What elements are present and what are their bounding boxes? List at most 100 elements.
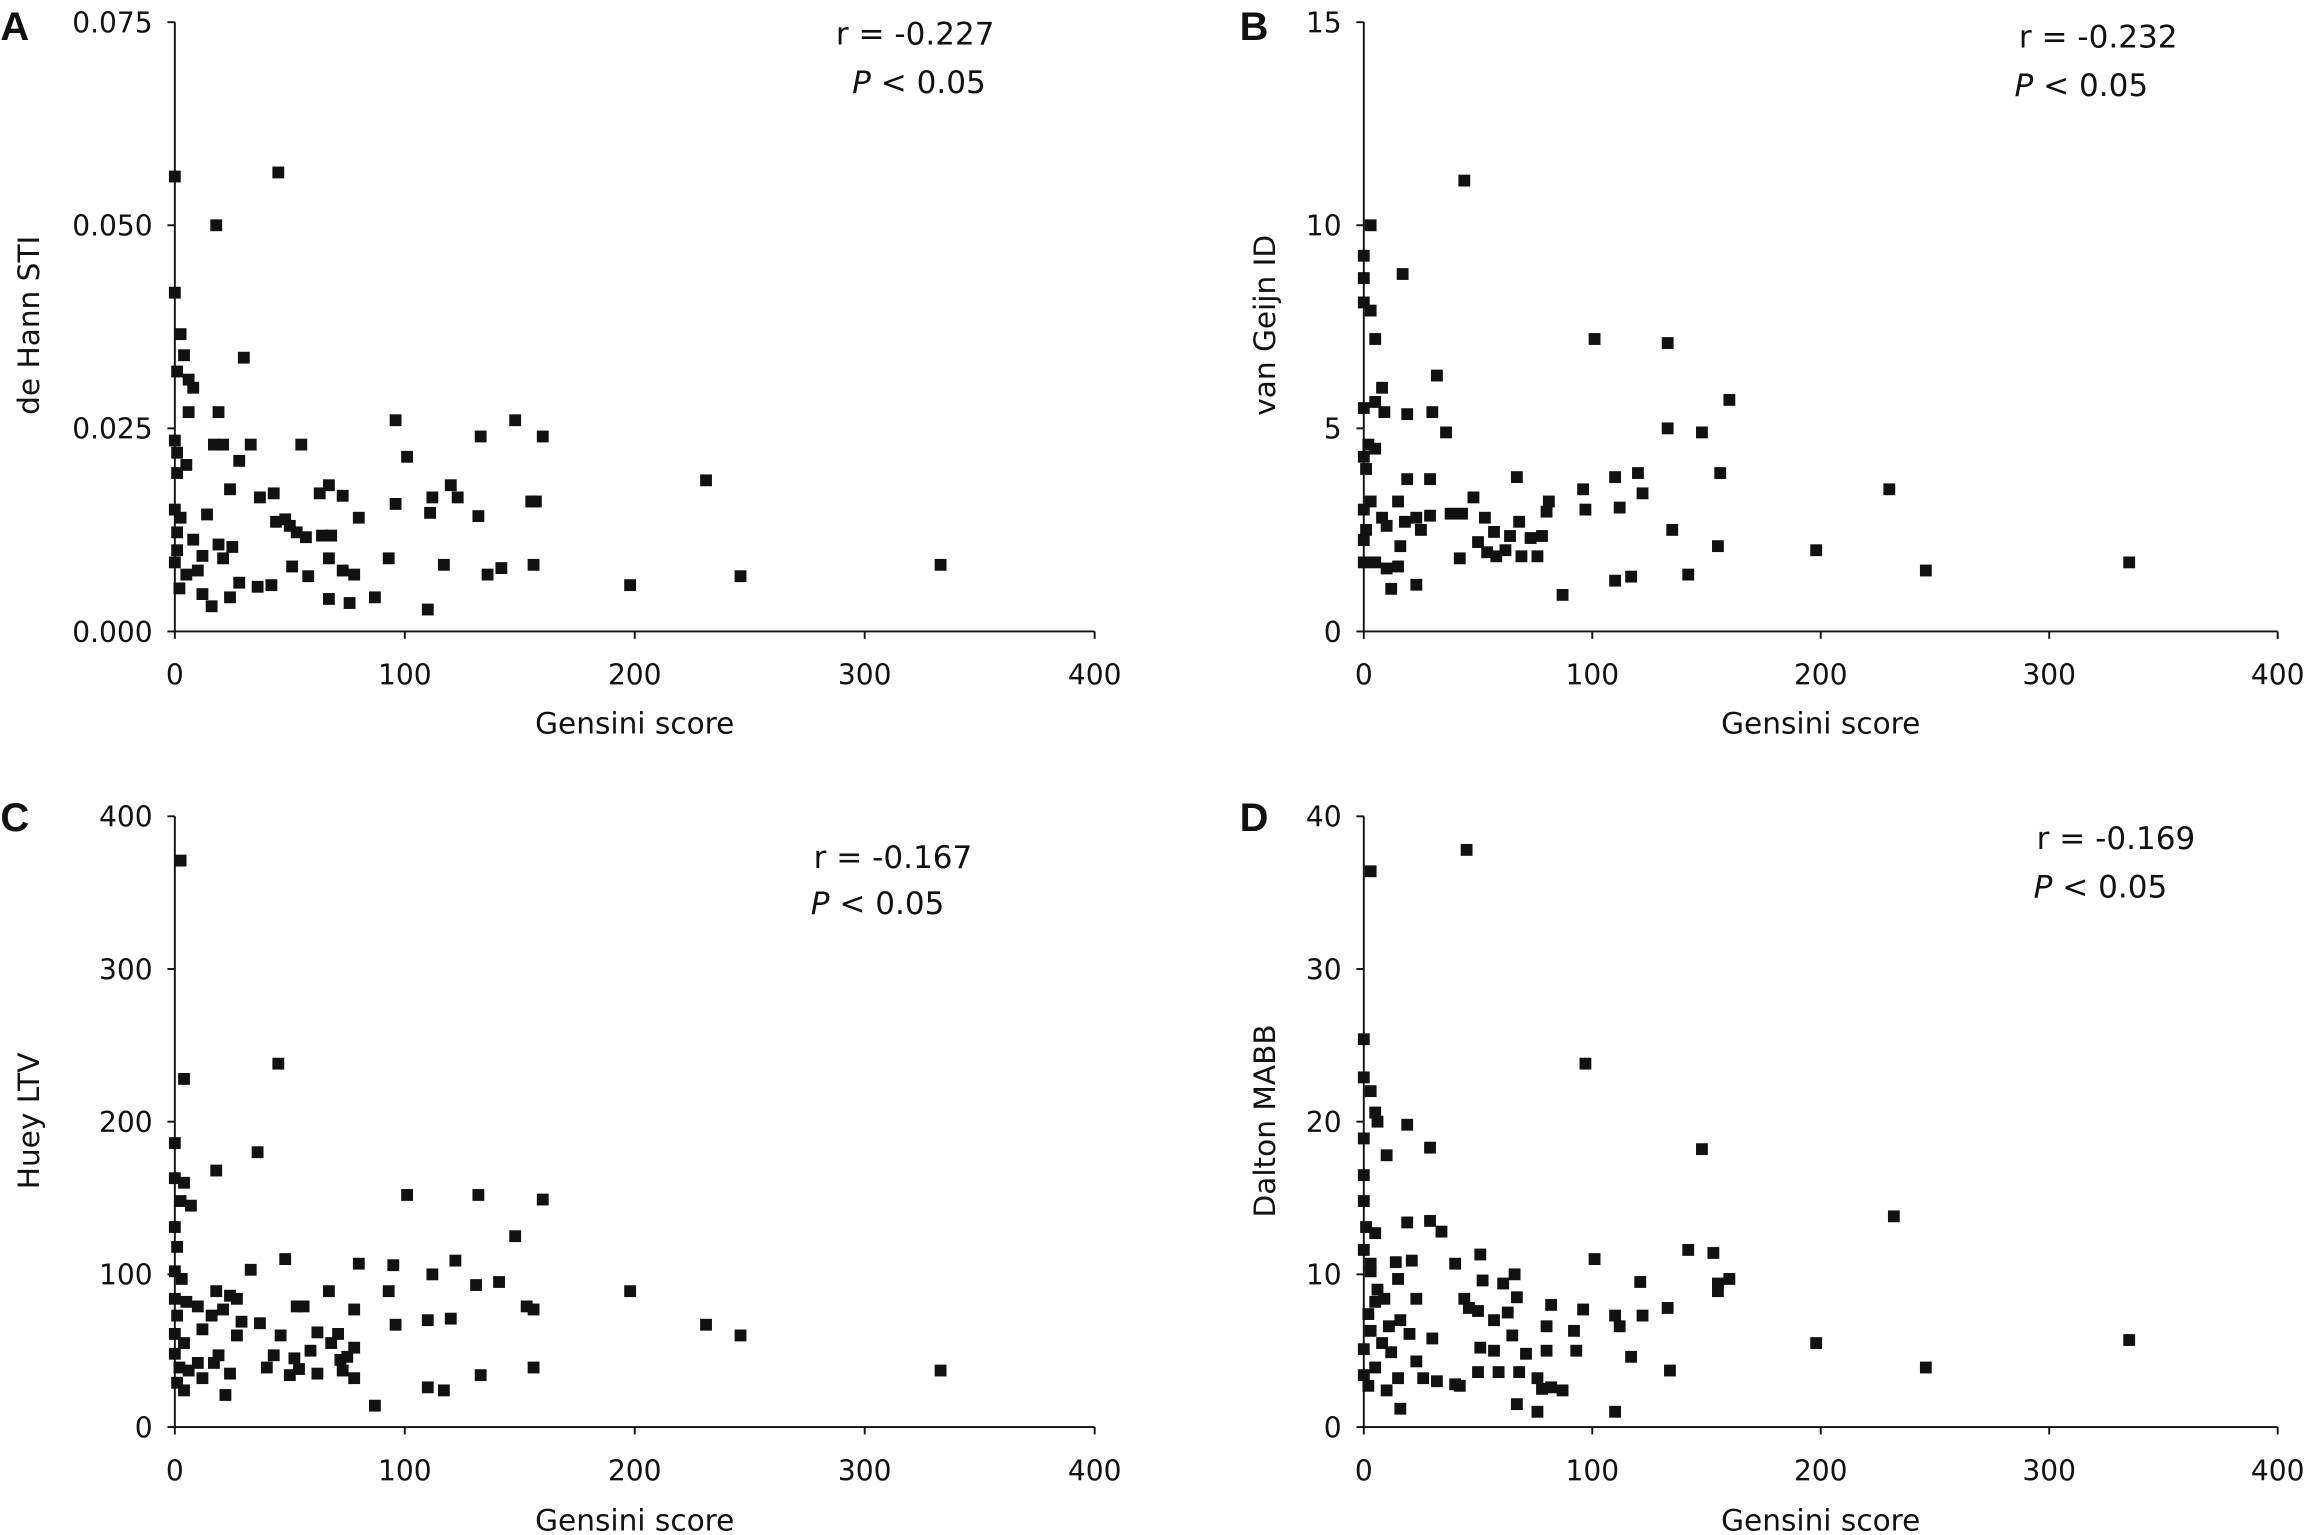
data-point	[1369, 1361, 1382, 1374]
data-point	[1362, 438, 1375, 451]
data-point	[1661, 337, 1674, 349]
data-point	[1371, 1115, 1384, 1128]
data-point	[348, 1341, 361, 1354]
data-point	[1887, 1210, 1900, 1223]
x-tick-label: 100	[1565, 1454, 1619, 1487]
data-point	[168, 1172, 181, 1185]
data-point	[290, 526, 303, 539]
data-point	[1357, 1071, 1370, 1084]
data-point	[1508, 1268, 1521, 1281]
data-point	[1613, 501, 1626, 514]
data-point	[449, 1254, 462, 1267]
p-value-label: P < 0.05	[852, 65, 986, 101]
data-point	[421, 603, 434, 616]
data-point	[389, 414, 402, 427]
data-point	[1376, 511, 1388, 524]
data-point	[205, 600, 218, 613]
data-point	[1357, 1244, 1370, 1256]
data-point	[1481, 546, 1494, 559]
y-axis-label: van Geijn ID	[1248, 235, 1282, 416]
x-tick-label: 100	[1565, 659, 1619, 692]
data-point	[168, 503, 181, 516]
data-point	[175, 1273, 188, 1285]
data-point	[178, 1073, 190, 1085]
y-tick-label: 0.000	[72, 616, 152, 649]
data-point	[1380, 519, 1393, 532]
data-point	[1394, 540, 1407, 553]
data-point	[1579, 1057, 1592, 1070]
data-point	[283, 519, 296, 532]
data-point	[1723, 394, 1736, 406]
data-point	[1609, 1405, 1622, 1418]
data-point	[509, 1230, 522, 1243]
data-point	[1634, 1276, 1647, 1288]
data-point	[1542, 495, 1555, 508]
data-point	[1357, 272, 1370, 284]
data-point	[1399, 515, 1411, 528]
data-point	[171, 467, 184, 479]
correlation-r-label: r = -0.232	[2019, 19, 2178, 55]
data-point	[1357, 503, 1370, 516]
data-point	[934, 558, 947, 571]
y-axis-label: Huey LTV	[12, 1053, 46, 1190]
data-point	[1714, 467, 1727, 479]
data-point	[180, 1295, 193, 1308]
data-point	[1364, 865, 1377, 878]
data-point	[182, 1364, 195, 1377]
data-point	[1531, 550, 1544, 563]
data-point	[1506, 1329, 1519, 1342]
data-point	[368, 1399, 381, 1412]
data-point	[235, 1315, 248, 1328]
data-point	[244, 1263, 257, 1276]
data-point	[290, 1300, 303, 1313]
data-point	[295, 438, 308, 451]
data-point	[168, 1347, 181, 1360]
data-point	[1661, 422, 1674, 435]
y-tick-label: 300	[99, 953, 153, 986]
data-point	[1666, 523, 1679, 536]
data-point	[171, 365, 184, 378]
data-point	[322, 1285, 335, 1298]
data-point	[254, 1317, 266, 1330]
data-point	[1360, 523, 1372, 536]
data-point	[1609, 471, 1622, 484]
data-point	[210, 1164, 223, 1177]
data-point	[217, 438, 230, 451]
data-point	[274, 1329, 287, 1342]
data-point	[1810, 544, 1823, 557]
data-point	[520, 1300, 533, 1313]
data-point	[237, 351, 250, 364]
data-point	[168, 1221, 181, 1233]
data-point	[1636, 1309, 1649, 1322]
p-symbol: P	[2014, 68, 2033, 104]
panel-b: 0 100 200 300 400 0 5 10 15 Gensini score van Geij…	[1240, 5, 2305, 741]
data-point	[1401, 408, 1414, 421]
data-point	[1364, 1257, 1377, 1270]
data-point	[934, 1364, 947, 1377]
data-point	[217, 1303, 230, 1316]
x-axis-label: Gensini score	[1721, 1504, 1920, 1535]
data-point	[224, 1367, 236, 1380]
data-point	[700, 1318, 712, 1331]
data-point	[1357, 1033, 1370, 1046]
data-point	[267, 487, 280, 500]
data-point	[1453, 1379, 1466, 1392]
data-point	[254, 491, 266, 504]
data-point	[1707, 1247, 1720, 1259]
data-point	[1536, 530, 1548, 542]
data-point	[173, 1361, 186, 1374]
correlation-r-label: r = -0.167	[814, 840, 973, 876]
data-point	[311, 1326, 324, 1339]
data-point	[322, 593, 335, 605]
data-point	[1369, 333, 1382, 345]
data-point	[624, 1285, 637, 1298]
data-point	[1577, 1303, 1590, 1316]
data-point	[1636, 487, 1649, 500]
data-point	[387, 1259, 400, 1272]
data-point	[1369, 1295, 1382, 1308]
y-tick-label: 0.075	[72, 7, 152, 40]
data-point	[2123, 1334, 2136, 1346]
data-point	[174, 328, 187, 341]
data-point	[1524, 532, 1537, 544]
data-point	[1810, 1337, 1823, 1349]
